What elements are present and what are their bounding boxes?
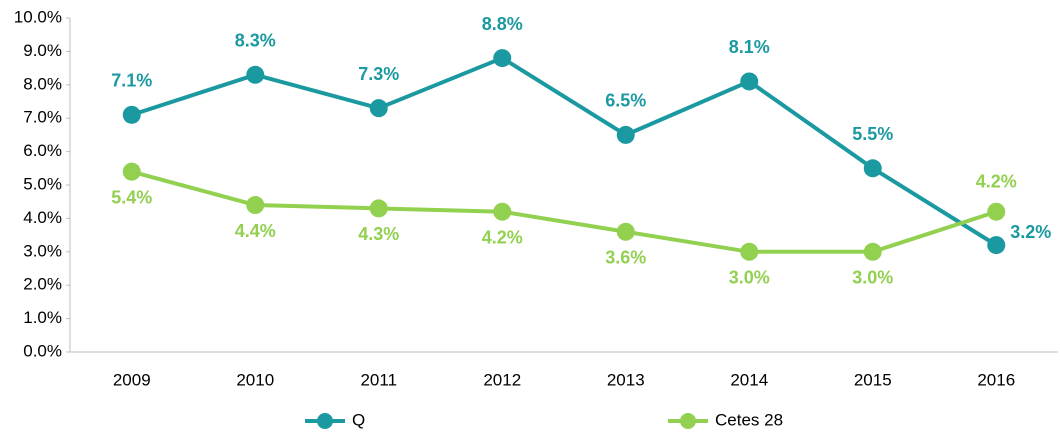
data-label: 3.0% [852, 268, 893, 288]
y-tick-label: 0.0% [23, 341, 62, 360]
data-label: 4.3% [358, 224, 399, 244]
data-label: 3.2% [1010, 222, 1051, 242]
data-label: 7.1% [111, 71, 152, 91]
data-label: 8.3% [235, 31, 276, 51]
legend-label: Cetes 28 [715, 410, 783, 429]
series-line [131, 55, 998, 247]
x-tick-label: 2012 [483, 370, 521, 389]
data-point [246, 196, 265, 215]
series-line [131, 169, 997, 254]
x-tick-label: 2010 [236, 370, 274, 389]
data-point [863, 159, 882, 178]
data-label: 5.5% [852, 124, 893, 144]
data-label: 4.2% [976, 171, 1017, 191]
data-point [493, 49, 512, 68]
data-point [246, 65, 265, 84]
x-tick-label: 2016 [977, 370, 1015, 389]
x-tick-label: 2011 [360, 370, 397, 389]
data-point [987, 236, 1006, 255]
data-label: 5.4% [111, 187, 152, 207]
data-point [122, 162, 141, 181]
y-tick-label: 5.0% [23, 174, 62, 193]
legend-marker [680, 413, 696, 429]
y-tick-label: 4.0% [23, 208, 62, 227]
data-label: 4.2% [482, 227, 523, 247]
data-point [369, 199, 388, 218]
y-tick-label: 9.0% [23, 41, 62, 60]
y-tick-label: 8.0% [23, 74, 62, 93]
data-point [863, 242, 882, 261]
data-point [369, 99, 388, 118]
data-point [122, 105, 141, 124]
data-label: 4.4% [235, 221, 276, 241]
y-tick-label: 6.0% [23, 141, 62, 160]
y-tick-label: 7.0% [23, 108, 62, 127]
legend-marker [317, 413, 333, 429]
data-point [740, 242, 759, 261]
data-label: 3.0% [729, 268, 770, 288]
data-label: 3.6% [605, 248, 646, 268]
data-point [493, 202, 512, 221]
data-label: 8.1% [729, 37, 770, 57]
legend-label: Q [352, 410, 365, 429]
data-point [740, 72, 759, 91]
x-tick-label: 2009 [113, 370, 151, 389]
data-point [987, 202, 1006, 221]
x-tick-label: 2013 [607, 370, 645, 389]
y-tick-label: 10.0% [14, 7, 62, 26]
data-point [616, 222, 635, 241]
x-tick-label: 2014 [730, 370, 768, 389]
data-label: 6.5% [605, 91, 646, 111]
y-tick-label: 1.0% [23, 308, 62, 327]
y-tick-label: 2.0% [23, 275, 62, 294]
y-tick-label: 3.0% [23, 241, 62, 260]
data-label: 8.8% [482, 14, 523, 34]
data-label: 7.3% [358, 64, 399, 84]
x-tick-label: 2015 [854, 370, 892, 389]
data-point [616, 125, 635, 144]
